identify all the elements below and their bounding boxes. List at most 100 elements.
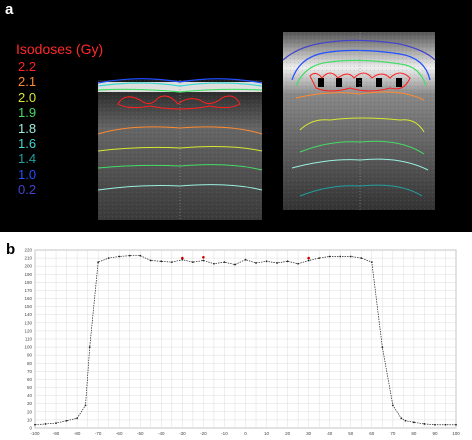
y-tick-label: 100 [24,345,32,350]
data-point [244,258,247,261]
highlight-point [202,255,205,259]
y-tick-label: 170 [24,288,32,293]
data-point [223,261,226,264]
x-tick-label: -80 [74,431,81,436]
legend-entry: 2.0 [18,89,37,105]
x-tick-label: 60 [369,431,375,436]
data-point [76,417,78,420]
data-point [286,260,289,263]
data-point [88,346,91,348]
legend-entry: 2.1 [18,74,37,90]
highlight-point [307,256,310,260]
data-point [34,423,36,426]
dose-image-right [282,32,436,210]
data-point [139,254,142,257]
chart-tick-labels: -100 -90 -80 -70 -60 -50 -40 -30 -20 -10 0 10 20 30 40… [24,248,460,437]
y-tick-label: 160 [24,296,32,301]
seed-row [318,78,402,87]
y-tick-label: 130 [24,320,32,325]
data-point [349,255,352,258]
data-point [191,261,194,264]
y-tick-label: 30 [27,401,33,406]
data-point [381,346,384,348]
legend-entry: 0.2 [18,182,37,198]
legend-title: Isodoses (Gy) [16,41,104,57]
x-tick-label: -100 [30,431,40,436]
x-tick-label: -40 [158,431,165,436]
isodose-legend: Isodoses (Gy) 2.2 2.1 2.0 1.9 1.8 1.6 1.4 1.0 0.… [16,40,103,198]
x-tick-label: -50 [137,431,144,436]
x-tick-label: -20 [200,431,207,436]
y-tick-label: 120 [24,328,32,333]
y-tick-label: 50 [27,385,33,390]
x-tick-label: 0 [244,431,247,436]
x-tick-label: 20 [285,431,291,436]
data-point [84,404,87,407]
y-tick-label: 190 [24,272,32,277]
legend-entry: 1.4 [18,151,37,167]
x-tick-label: 100 [452,431,460,436]
panel-a-label: a [5,1,14,18]
y-tick-label: 20 [27,409,33,414]
data-point [107,257,110,259]
data-point [297,262,300,265]
x-tick-label: 70 [390,431,396,436]
legend-entries: 2.2 2.1 2.0 1.9 1.8 1.6 1.4 1.0 0.2 [16,59,103,198]
x-tick-label: -70 [95,431,102,436]
legend-entry: 1.6 [18,136,37,152]
x-tick-label: 10 [264,431,270,436]
data-point [400,417,403,420]
y-tick-label: 180 [24,280,32,285]
y-tick-label: 140 [24,312,32,317]
data-point [265,260,268,263]
x-tick-label: 30 [306,431,312,436]
x-tick-label: 90 [432,431,438,436]
data-point [413,421,415,424]
data-point [160,260,163,263]
panel-a: Isodoses (Gy) 2.2 2.1 2.0 1.9 1.8 1.6 1.4 1.0 0.… [0,0,472,232]
data-point [318,257,321,259]
data-point [370,261,373,264]
chart-grid [34,249,457,429]
y-tick-label: 200 [24,264,32,269]
data-point [423,423,426,425]
data-point [339,255,342,258]
x-tick-label: 80 [411,431,417,436]
data-point [170,261,173,264]
y-tick-label: 150 [24,304,32,309]
data-point [434,423,436,426]
data-point [149,259,152,262]
data-point [202,259,205,262]
x-tick-label: -60 [116,431,123,436]
y-tick-label: 10 [27,417,33,422]
data-point [328,255,331,258]
y-tick-label: 210 [24,256,32,261]
data-point [234,263,236,266]
y-tick-label: 70 [27,369,33,374]
y-tick-label: 220 [24,248,32,253]
dose-image-left [97,78,263,220]
chart-series [34,254,457,426]
data-point [97,261,100,264]
data-point [213,262,215,265]
legend-entry: 2.2 [18,59,37,74]
data-point [65,419,68,422]
y-tick-label: 60 [27,377,33,382]
data-point [118,255,121,258]
data-point [360,257,363,259]
data-point [307,259,310,262]
panel-b-label: b [6,241,16,258]
x-tick-label: -90 [53,431,60,436]
y-tick-label: 110 [25,337,33,342]
legend-entry: 1.9 [18,105,37,121]
legend-entry: 1.0 [18,166,37,182]
x-tick-label: 40 [327,431,333,436]
y-tick-label: 80 [27,361,33,366]
data-point [44,423,47,425]
data-point [276,262,278,264]
data-point [444,423,447,426]
x-tick-label: -10 [221,431,228,436]
data-point [404,419,407,422]
x-tick-label: 50 [348,431,354,436]
